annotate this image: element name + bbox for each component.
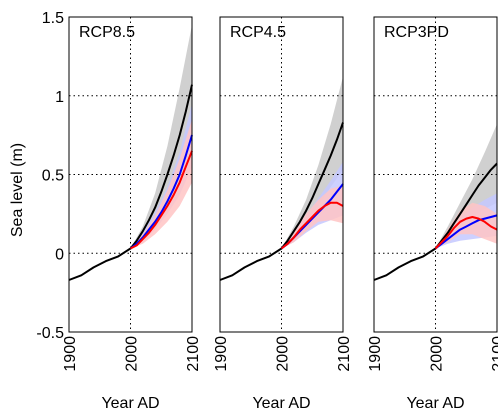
x-tick-label: 1900 [213,336,230,372]
x-tick-label: 1900 [62,336,79,372]
series-line [129,134,193,250]
x-tick-labels: 1900 2000 2100 [213,336,353,372]
series-line [434,216,498,250]
plot-frame [373,16,498,333]
x-tick-label: 2100 [185,336,202,372]
grid-lines [69,17,192,332]
series-line [373,162,498,281]
grid-lines [374,17,497,332]
panel-rcp85: RCP8.5 -0.5 0 0.5 1 1.5 1900 2000 2100 Year AD [36,10,202,412]
x-axis-label: Year AD [406,395,464,412]
series-lines [68,84,193,281]
x-tick-label: 2000 [429,336,446,372]
x-tick-label: 2100 [336,336,353,372]
uncertainty-bands [435,124,497,249]
panel-title: RCP4.5 [230,24,286,41]
series-line [280,201,344,250]
y-axis-label: Sea level (m) [9,143,26,237]
y-tick-label: -0.5 [36,325,64,342]
plot-frame [219,16,344,333]
plot-frame [68,16,193,333]
grid-lines [220,17,343,332]
series-lines [219,122,344,281]
series-line [130,150,193,250]
x-tick-label: 2000 [124,336,141,372]
x-tick-label: 2000 [275,336,292,372]
y-tick-label: 0 [55,246,64,263]
y-tick-label: 1.5 [42,10,64,27]
series-line [434,214,498,250]
x-tick-labels: 1900 2000 2100 [367,336,498,372]
x-axis-label: Year AD [252,395,310,412]
panel-rcp3pd: RCP3PD 1900 2000 2100 Year AD [367,16,498,412]
series-lines [373,162,498,281]
panel-rcp45: RCP4.5 1900 2000 2100 Year AD [213,16,353,412]
series-line [219,122,344,281]
x-tick-label: 2100 [490,336,498,372]
y-tick-labels: -0.5 0 0.5 1 1.5 [36,10,64,342]
x-axis-label: Year AD [101,395,159,412]
x-tick-labels: 1900 2000 2100 [62,336,202,372]
y-tick-label: 0.5 [42,168,64,185]
uncertainty-band [435,124,497,249]
panel-title: RCP8.5 [79,24,135,41]
x-tick-label: 1900 [367,336,384,372]
y-tick-label: 1 [55,89,64,106]
panel-title: RCP3PD [384,24,449,41]
uncertainty-bands [281,76,343,249]
uncertainty-band [281,76,343,249]
series-line [68,84,193,281]
